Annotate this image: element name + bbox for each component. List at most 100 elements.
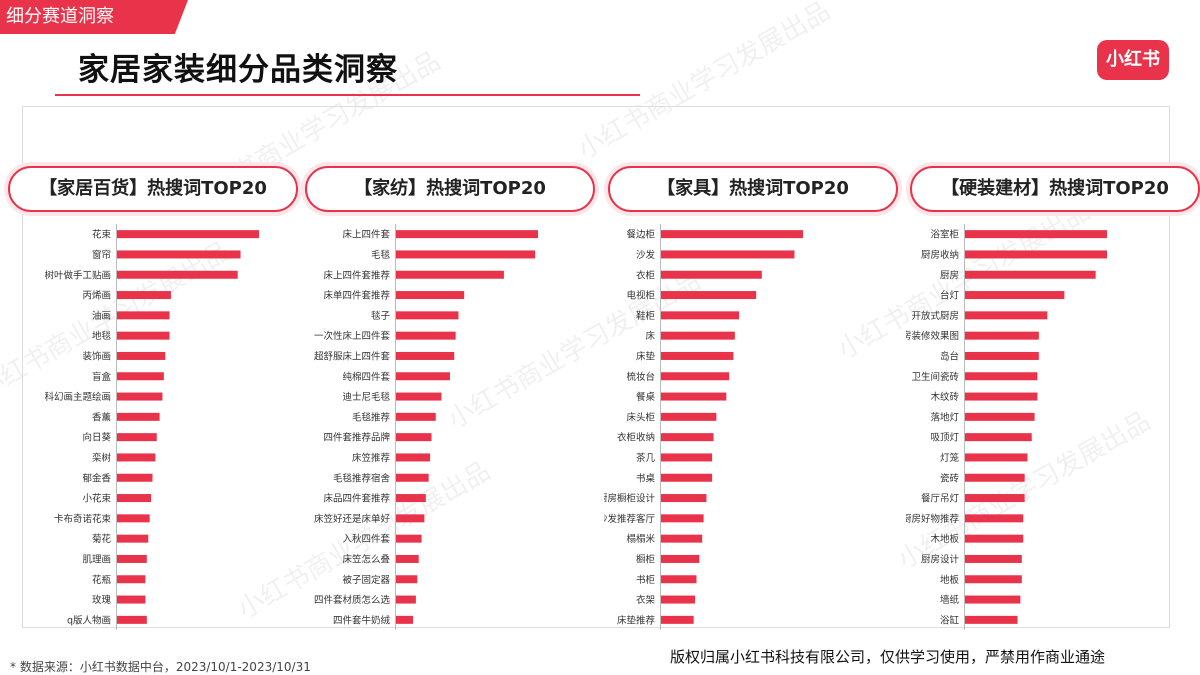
bar-chart: 床上四件套毛毯床上四件套推荐床单四件套推荐毯子一次性床上四件套超舒服床上四件套纯… xyxy=(314,224,538,630)
category-label: 装饰画 xyxy=(82,350,111,362)
category-label: 书柜 xyxy=(636,574,656,586)
bar xyxy=(396,595,416,604)
category-label: 入秋四件套 xyxy=(342,533,390,545)
bar xyxy=(396,534,422,543)
category-label: 衣柜 xyxy=(636,269,656,281)
category-label: 油画 xyxy=(92,310,111,322)
bar xyxy=(661,494,707,503)
category-label: 榻榻米 xyxy=(626,533,655,545)
bar xyxy=(965,595,1021,604)
category-label: 地板 xyxy=(940,574,960,586)
bar xyxy=(117,615,147,624)
chart-panel-textiles: 【家纺】热搜词TOP20 床上四件套 毛毯 床上四件套推荐 床单四件套推荐 毯子 一次性床… xyxy=(301,166,595,630)
section-tag: 细分赛道洞察 xyxy=(0,0,188,34)
category-label: 沙发推荐客厅 xyxy=(604,513,655,525)
bar xyxy=(965,351,1039,360)
chart-panel-building-materials: 【硬装建材】热搜词TOP20 浴室柜厨房收纳厨房台灯开放式厨房厨房装修效果图岛台… xyxy=(906,166,1200,630)
copyright-note: 版权归属小红书科技有限公司，仅供学习使用，严禁用作商业通途 xyxy=(670,648,1106,666)
category-label: 毛毯推荐宿舍 xyxy=(333,472,391,484)
category-label: 纯棉四件套 xyxy=(342,371,390,383)
bar xyxy=(117,291,171,300)
category-label: 肌理画 xyxy=(82,554,111,565)
bar xyxy=(965,494,1025,503)
category-label: 花束 xyxy=(92,229,112,241)
bar xyxy=(396,351,455,360)
bar xyxy=(965,270,1096,279)
category-label: 落地灯 xyxy=(930,411,959,423)
bar xyxy=(396,250,536,259)
bar xyxy=(117,554,147,563)
brand-logo: 小红书 xyxy=(1097,40,1169,80)
bar xyxy=(965,615,1018,624)
bar xyxy=(661,250,795,259)
bar xyxy=(396,392,442,401)
category-label: 厨房设计 xyxy=(921,553,960,565)
bar xyxy=(965,453,1028,462)
category-label: 盲盒 xyxy=(92,371,112,383)
bar xyxy=(117,412,160,421)
data-source-note: * 数据来源：小红书数据中台，2023/10/1-2023/10/31 xyxy=(10,660,311,674)
bar xyxy=(396,453,431,462)
category-label: 岛台 xyxy=(940,350,959,362)
bar xyxy=(117,351,166,360)
bar-chart: 餐边柜沙发衣柜电视柜鞋柜床床垫梳妆台餐桌床头柜衣柜收纳茶几书桌厨房橱柜设计沙发推… xyxy=(604,224,803,630)
category-label: 四件套牛奶绒 xyxy=(333,614,391,626)
category-label: 毯子 xyxy=(371,310,391,322)
category-label: 床笠怎么叠 xyxy=(342,553,390,565)
category-label: 浴室柜 xyxy=(930,229,959,241)
bar xyxy=(117,514,150,523)
category-label: 书桌 xyxy=(636,472,656,484)
bar xyxy=(396,412,436,421)
bar xyxy=(117,311,170,320)
category-label: 餐厅吊灯 xyxy=(921,493,960,505)
chart-title: 【家纺】热搜词TOP20 xyxy=(305,166,595,212)
category-label: 床单四件套推荐 xyxy=(323,290,390,302)
category-label: 小花束 xyxy=(82,493,111,505)
category-label: 超舒服床上四件套 xyxy=(314,350,391,362)
category-label: 床垫 xyxy=(636,350,656,362)
bar xyxy=(661,392,727,401)
bar-chart: 花束窗帘树叶做手工贴画丙烯画油画地毯装饰画盲盒科幻画主题绘画香薰向日葵栾树郁金香… xyxy=(44,224,259,630)
bar xyxy=(117,250,241,259)
bar xyxy=(396,473,429,482)
category-label: q版人物画 xyxy=(67,614,111,626)
category-label: 厨房收纳 xyxy=(921,249,959,261)
bar xyxy=(661,230,803,239)
category-label: 床垫推荐 xyxy=(617,614,656,626)
bar xyxy=(965,230,1107,239)
category-label: 木纹砖 xyxy=(930,391,959,403)
content-panel xyxy=(22,106,1170,628)
bar xyxy=(396,331,456,340)
bar xyxy=(117,392,163,401)
bar xyxy=(661,473,713,482)
chart-title: 【家居百货】热搜词TOP20 xyxy=(8,166,298,212)
bar xyxy=(117,494,152,503)
category-label: 厨房装修效果图 xyxy=(906,330,959,342)
category-label: 栾树 xyxy=(92,452,112,464)
bar xyxy=(117,270,238,279)
bar xyxy=(396,494,426,503)
bar xyxy=(965,514,1024,523)
chart-title: 【硬装建材】热搜词TOP20 xyxy=(910,166,1200,212)
bar xyxy=(117,453,156,462)
category-label: 吸顶灯 xyxy=(930,433,959,444)
bar xyxy=(396,433,432,442)
category-label: 鞋柜 xyxy=(636,310,656,322)
category-label: 厨房 xyxy=(940,269,959,281)
bar xyxy=(965,433,1032,442)
category-label: 窗帘 xyxy=(92,249,111,261)
bar xyxy=(117,473,153,482)
bar xyxy=(661,351,734,360)
bar xyxy=(965,554,1022,563)
page-title: 家居家装细分品类洞察 xyxy=(78,52,398,88)
category-label: 迪士尼毛毯 xyxy=(342,391,390,403)
bar xyxy=(396,311,459,320)
bar xyxy=(661,291,757,300)
category-label: 树叶做手工贴画 xyxy=(44,269,111,281)
bar xyxy=(661,433,714,442)
category-label: 地毯 xyxy=(92,330,112,342)
category-label: 毛毯 xyxy=(371,249,391,261)
category-label: 一次性床上四件套 xyxy=(314,330,391,342)
category-label: 四件套推荐品牌 xyxy=(323,432,390,444)
bar xyxy=(117,372,164,381)
